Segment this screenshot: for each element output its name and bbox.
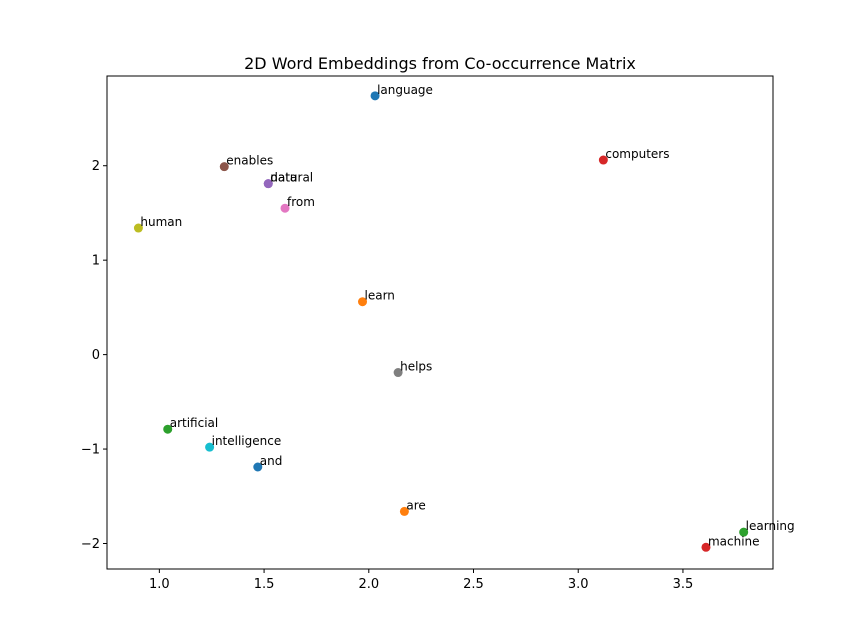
y-tick-label: 2 [92, 159, 100, 174]
y-tick-label: 1 [92, 254, 100, 269]
plot-area-frame [106, 75, 774, 570]
point-label-artificial: artificial [170, 416, 219, 430]
point-label-enables: enables [226, 154, 273, 168]
x-tick-label: 3.5 [673, 577, 694, 592]
data-points [133, 91, 749, 552]
x-axis: 1.0 1.5 2.0 2.5 3.0 3.5 [149, 569, 693, 592]
data-point-natural [263, 179, 273, 189]
data-point-computers [598, 155, 608, 165]
data-point-human [133, 223, 143, 233]
point-label-helps: helps [400, 360, 432, 374]
point-label-and: and [260, 454, 283, 468]
point-label-language: language [377, 83, 433, 97]
point-label-intelligence: intelligence [212, 434, 282, 448]
data-point-intelligence [205, 442, 215, 452]
x-tick-label: 1.5 [254, 577, 275, 592]
data-point-learn [358, 297, 368, 307]
y-tick-label: −2 [81, 537, 100, 552]
point-label-data: data [270, 171, 297, 185]
x-tick-label: 2.5 [463, 577, 484, 592]
point-label-learning: learning [746, 519, 795, 533]
point-label-machine: machine [708, 534, 760, 548]
point-label-natural: natural [270, 171, 313, 185]
data-point-machine [701, 542, 711, 552]
x-tick-label: 3.0 [568, 577, 589, 592]
data-point-learning [739, 527, 749, 537]
y-tick-label: 0 [92, 348, 100, 363]
data-point-enables [219, 162, 229, 172]
y-tick-label: −1 [81, 443, 100, 458]
data-point-and [253, 462, 263, 472]
data-point-language [370, 91, 380, 101]
point-label-from: from [287, 195, 315, 209]
x-tick-label: 2.0 [358, 577, 379, 592]
point-label-learn: learn [365, 289, 395, 303]
point-label-human: human [140, 215, 182, 229]
x-tick-label: 1.0 [149, 577, 170, 592]
y-axis: −2 −1 0 1 2 [81, 159, 107, 552]
chart-title: 2D Word Embeddings from Co-occurrence Ma… [244, 54, 636, 73]
data-point-helps [393, 368, 403, 378]
point-label-computers: computers [605, 147, 669, 161]
point-label-are: are [406, 498, 425, 512]
data-point-from [280, 203, 290, 213]
data-point-artificial [163, 424, 173, 434]
data-point-are [399, 506, 409, 516]
